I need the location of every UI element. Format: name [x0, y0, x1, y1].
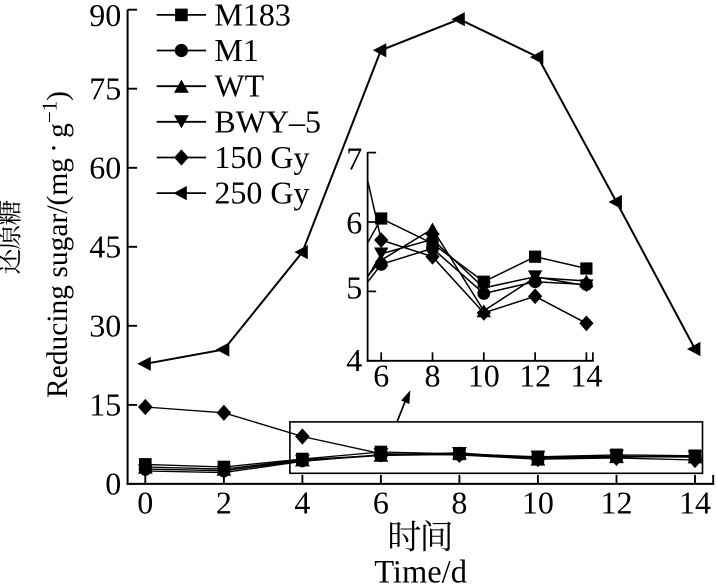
svg-text:150 Gy: 150 Gy: [214, 139, 309, 175]
svg-text:6: 6: [373, 358, 389, 394]
svg-text:2: 2: [216, 484, 232, 520]
svg-text:4: 4: [294, 484, 310, 520]
svg-text:10: 10: [468, 358, 500, 394]
svg-text:0: 0: [105, 466, 121, 502]
svg-text:Reducing sugar/(mg • g−1): Reducing sugar/(mg • g−1): [38, 91, 75, 398]
svg-text:6: 6: [346, 205, 362, 241]
svg-text:6: 6: [373, 484, 389, 520]
svg-text:14: 14: [679, 484, 711, 520]
svg-text:M1: M1: [214, 32, 258, 68]
svg-text:8: 8: [425, 358, 441, 394]
svg-text:14: 14: [570, 358, 602, 394]
svg-text:8: 8: [451, 484, 467, 520]
svg-text:7: 7: [346, 141, 362, 177]
svg-text:250 Gy: 250 Gy: [214, 175, 309, 211]
svg-text:BWY–5: BWY–5: [214, 103, 321, 139]
svg-text:45: 45: [89, 229, 121, 265]
svg-text:M183: M183: [214, 0, 290, 32]
svg-text:30: 30: [89, 308, 121, 344]
svg-text:12: 12: [519, 358, 551, 394]
svg-text:Time/d: Time/d: [374, 554, 467, 584]
svg-text:WT: WT: [214, 68, 264, 104]
svg-text:12: 12: [601, 484, 633, 520]
svg-text:4: 4: [346, 342, 362, 378]
svg-text:90: 90: [89, 0, 121, 33]
svg-text:60: 60: [89, 150, 121, 186]
svg-text:10: 10: [522, 484, 554, 520]
svg-text:15: 15: [89, 387, 121, 423]
svg-text:5: 5: [346, 270, 362, 306]
svg-text:75: 75: [89, 71, 121, 107]
svg-text:0: 0: [137, 484, 153, 520]
